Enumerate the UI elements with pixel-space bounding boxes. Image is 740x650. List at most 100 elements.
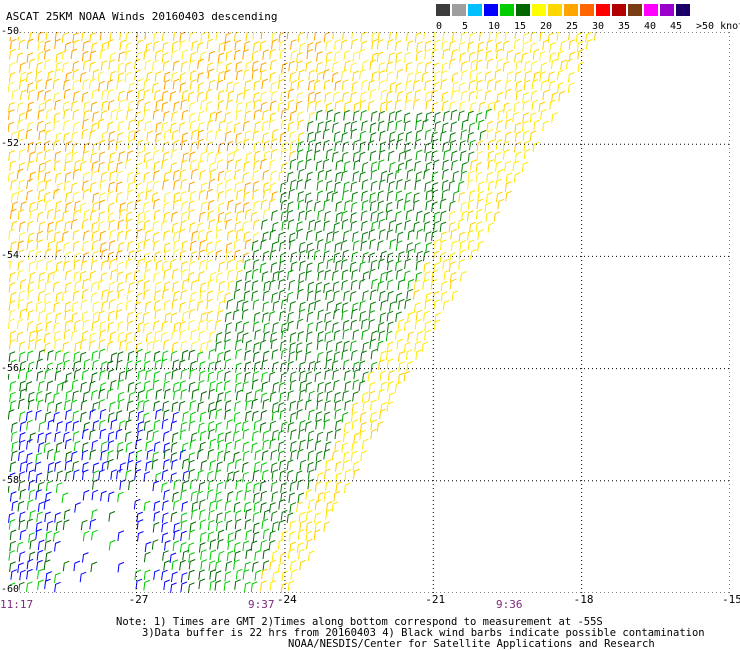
wind-barb [92, 420, 100, 431]
wind-barb [252, 232, 260, 243]
wind-barb [163, 579, 170, 591]
wind-barb [91, 509, 98, 520]
wind-barb [196, 351, 204, 362]
wind-barb [335, 341, 343, 352]
wind-barb [72, 209, 80, 221]
wind-barb [28, 479, 35, 491]
wind-barb [10, 192, 18, 203]
wind-barb [18, 221, 26, 232]
wind-barb [298, 250, 306, 261]
wind-barb [524, 60, 531, 72]
wind-barb [323, 250, 330, 261]
wind-barb [351, 402, 359, 413]
wind-barb [577, 61, 585, 73]
wind-barb [190, 341, 198, 352]
wind-barb [344, 400, 351, 411]
wind-barb [252, 259, 260, 270]
wind-barb [207, 199, 215, 211]
wind-barb [218, 261, 225, 272]
wind-barb [226, 461, 234, 473]
wind-barb [8, 409, 15, 420]
wind-barb [117, 72, 125, 83]
wind-barb [163, 171, 171, 182]
wind-barb [234, 422, 242, 433]
wind-barb [371, 52, 379, 63]
wind-barb [452, 32, 457, 41]
wind-barb [162, 400, 169, 412]
wind-barb [46, 208, 54, 220]
wind-barb [379, 290, 386, 302]
wind-barb [332, 32, 335, 40]
wind-barb [214, 570, 222, 581]
wind-barb [325, 320, 332, 331]
wind-barb [271, 221, 279, 233]
wind-barb [226, 152, 234, 163]
wind-barb [459, 100, 466, 112]
wind-barb [135, 51, 143, 63]
wind-barb [160, 358, 168, 370]
wind-barb [124, 158, 132, 170]
wind-barb [236, 490, 243, 501]
wind-barb [307, 430, 315, 441]
wind-barb [225, 218, 232, 230]
wind-barb [8, 109, 15, 120]
wind-barb [550, 58, 558, 70]
wind-barb [187, 272, 195, 283]
legend-swatch [516, 4, 530, 16]
wind-barb [475, 71, 483, 83]
wind-barb [369, 150, 377, 162]
wind-barb [144, 59, 152, 71]
wind-barb [440, 281, 448, 292]
wind-barb [25, 461, 33, 473]
wind-barb [344, 469, 352, 480]
wind-barb [92, 479, 99, 490]
wind-barb [144, 541, 152, 553]
wind-barb [368, 252, 376, 263]
wind-barb [313, 249, 321, 261]
wind-barb [233, 122, 241, 133]
wind-barb [362, 371, 369, 382]
legend-label: 0 [436, 21, 443, 32]
wind-barb [46, 380, 54, 392]
wind-barb [143, 219, 151, 231]
wind-barb [424, 48, 431, 60]
wind-barb [205, 88, 213, 100]
wind-barb [325, 289, 332, 301]
wind-barb [233, 32, 240, 42]
x-tick-label: -15 [722, 593, 740, 606]
wind-barb [448, 40, 456, 52]
wind-barb [270, 262, 278, 273]
wind-barb [172, 249, 180, 260]
wind-barb [29, 271, 36, 283]
wind-barb [351, 441, 358, 452]
wind-barb [476, 79, 483, 91]
wind-barb [280, 118, 288, 130]
wind-barb [333, 111, 341, 123]
wind-barb [170, 442, 178, 453]
wind-barb [469, 69, 477, 80]
wind-barb [253, 419, 261, 431]
wind-barb [280, 199, 288, 211]
wind-barb [277, 402, 285, 413]
wind-barb [287, 361, 294, 372]
wind-barb [259, 40, 267, 51]
wind-barb [143, 171, 150, 183]
wind-barb [181, 278, 189, 290]
wind-barb [441, 91, 449, 103]
wind-barb [343, 451, 350, 462]
wind-barb [53, 231, 61, 242]
wind-barb [369, 238, 376, 250]
wind-barb [325, 51, 333, 62]
wind-barb [38, 310, 45, 321]
wind-barb [189, 120, 197, 131]
wind-barb [8, 62, 16, 73]
wind-barb [313, 529, 321, 540]
wind-barb [386, 172, 394, 183]
wind-barb [90, 281, 98, 293]
wind-barb [9, 540, 16, 552]
wind-barb [36, 151, 43, 162]
wind-barb [389, 32, 391, 40]
wind-barb [136, 32, 139, 40]
wind-barb [173, 389, 180, 400]
wind-barb [82, 252, 89, 263]
